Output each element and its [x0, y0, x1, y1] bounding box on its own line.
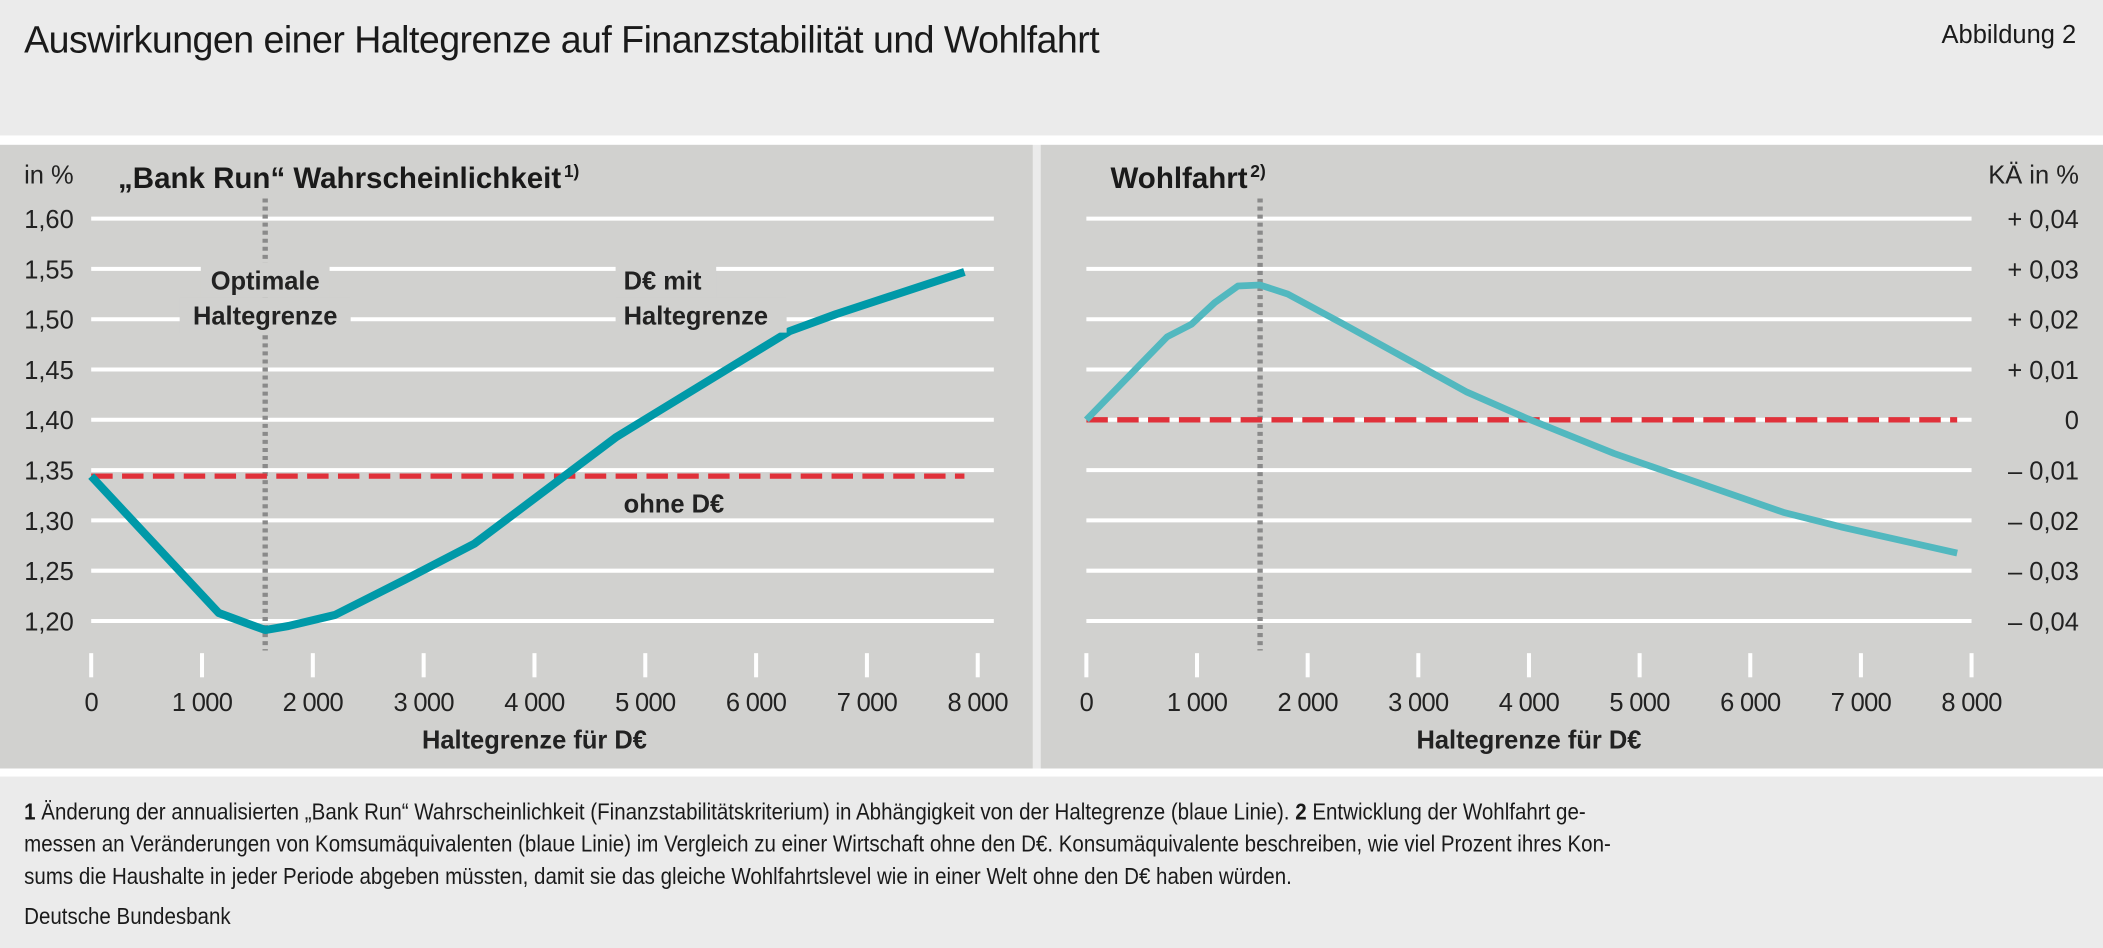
x-tick-label: 4 000: [504, 689, 565, 717]
footnote-2-text: Entwicklung der Wohlfahrt ge-: [1306, 799, 1586, 825]
chart-title: Wohlfahrt 2): [1111, 161, 1266, 195]
y-tick-label: 1,55: [24, 256, 74, 284]
panel-background: [1040, 144, 2103, 769]
y-axis-unit: in %: [24, 162, 74, 190]
x-tick-label: 1 000: [172, 689, 233, 717]
x-tick-label: 8 000: [948, 689, 1009, 717]
y-tick-label: – 0,01: [2008, 457, 2079, 485]
series-line: [88, 268, 966, 635]
label-gap: [200, 262, 330, 298]
series-label: Haltegrenze: [624, 303, 768, 331]
optimum-label: Haltegrenze: [193, 303, 337, 331]
footnotes: 1 Änderung der annualisierten „Bank Run“…: [24, 797, 1787, 894]
divider: [0, 768, 2103, 777]
panel-background: [0, 144, 1033, 769]
y-tick-label: + 0,03: [2007, 256, 2079, 284]
x-axis-title: Haltegrenze für D€: [1416, 726, 1641, 754]
x-tick-label: 8 000: [1941, 689, 2002, 717]
x-tick-label: 5 000: [615, 689, 676, 717]
y-tick-label: – 0,04: [2008, 608, 2079, 636]
x-tick-label: 0: [1080, 689, 1094, 717]
x-tick-label: 2 000: [1277, 689, 1338, 717]
label-gap: [615, 297, 787, 333]
footnote-line-3: sums die Haushalte in jeder Periode abge…: [24, 863, 1292, 890]
x-axis-title: Haltegrenze für D€: [422, 726, 647, 754]
y-tick-label: + 0,02: [2007, 307, 2079, 335]
x-tick-label: 2 000: [283, 689, 344, 717]
label-gap: [615, 262, 717, 298]
y-tick-label: 1,50: [24, 307, 74, 335]
x-tick-label: 3 000: [393, 689, 454, 717]
footnote-1-text: Änderung der annualisierten „Bank Run“ W…: [35, 799, 1296, 825]
y-tick-label: + 0,01: [2007, 357, 2079, 385]
y-tick-label: 0: [2065, 407, 2079, 435]
label-gap: [179, 297, 351, 333]
y-tick-label: 1,25: [24, 558, 74, 586]
chart-title-text: Wohlfahrt: [1111, 162, 1248, 195]
x-tick-label: 5 000: [1609, 689, 1670, 717]
x-tick-label: 0: [84, 689, 98, 717]
divider: [0, 135, 2103, 145]
y-tick-label: 1,60: [24, 206, 74, 234]
chart-title-note: 1): [564, 161, 580, 181]
y-axis-unit: KÄ in %: [1988, 162, 2079, 190]
x-tick-label: 7 000: [837, 689, 898, 717]
y-tick-label: 1,30: [24, 508, 74, 536]
x-tick-label: 1 000: [1167, 689, 1228, 717]
series-label: D€ mit: [624, 268, 702, 296]
chart-panel-1: 1,60 1,55 1,50 1,45 1,40 1,35 1,30 1,25 1,20 0 1 0…: [0, 144, 1033, 769]
x-tick-label: 3 000: [1388, 689, 1449, 717]
y-tick-label: + 0,04: [2007, 206, 2079, 234]
y-tick-label: 1,35: [24, 457, 74, 485]
footnote-line-2: messen an Veränderungen von Komsumäquiva…: [24, 831, 1611, 858]
x-tick-label: 6 000: [1720, 689, 1781, 717]
x-tick-label: 4 000: [1499, 689, 1560, 717]
y-tick-label: – 0,03: [2008, 558, 2079, 586]
chart-panel-2: + 0,04 + 0,03 + 0,02 + 0,01 0 – 0,01 – 0,02 – 0…: [1040, 144, 2103, 769]
x-tick-label: 6 000: [726, 689, 787, 717]
x-tick-label: 7 000: [1831, 689, 1892, 717]
footnote-number-1: 1: [24, 799, 36, 825]
figure-label: Abbildung 2: [1941, 21, 2077, 50]
chart-title-text: „Bank Run“ Wahrscheinlichkeit: [118, 162, 561, 195]
y-tick-label: 1,20: [24, 608, 74, 636]
chart-title: „Bank Run“ Wahrscheinlichkeit 1): [118, 161, 579, 195]
reference-label: ohne D€: [624, 490, 724, 518]
source: Deutsche Bundesbank: [24, 903, 231, 930]
chart-title-note: 2): [1250, 161, 1266, 181]
y-tick-label: 1,45: [24, 357, 74, 385]
footnote-number-2: 2: [1295, 799, 1307, 825]
y-tick-label: – 0,02: [2008, 508, 2079, 536]
optimum-label: Optimale: [211, 268, 320, 296]
series-line: [1083, 281, 1958, 557]
y-tick-label: 1,40: [24, 407, 74, 435]
page-title: Auswirkungen einer Haltegrenze auf Finan…: [24, 18, 1100, 61]
